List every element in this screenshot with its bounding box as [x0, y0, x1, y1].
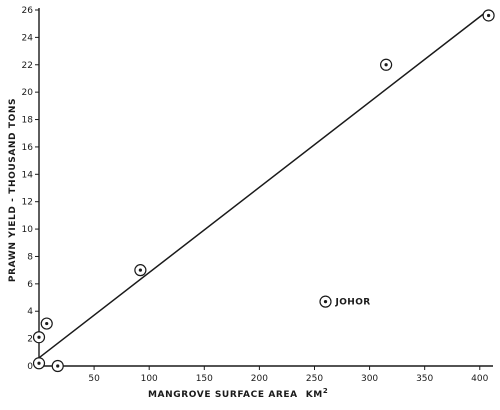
y-tick-label: 2: [27, 335, 33, 345]
data-point: [482, 9, 495, 22]
y-tick-label: 14: [22, 170, 34, 180]
regression-line-group: [38, 9, 490, 359]
data-point-dot: [56, 364, 60, 368]
x-tick-label: 200: [251, 374, 268, 384]
data-point: [51, 359, 64, 373]
data-point: [319, 295, 332, 308]
x-axis-title-text: MANGROVE SURFACE AREA: [148, 390, 298, 400]
y-tick-label: 0: [27, 362, 33, 372]
data-point-dot: [486, 13, 491, 18]
axes: [38, 8, 493, 367]
x-tick-label: 150: [196, 374, 213, 384]
y-axis-title: PRAWN YIELD - THOUSAND TONS: [8, 98, 18, 282]
regression-line: [38, 9, 490, 359]
data-point-dot: [37, 361, 41, 365]
data-point: [134, 264, 147, 277]
y-tick-label: 24: [22, 33, 34, 43]
x-axis-unit: KM: [306, 390, 323, 400]
x-tick-label: 300: [361, 374, 378, 384]
data-point-dot: [323, 300, 328, 304]
y-tick-label: 6: [27, 280, 33, 290]
x-tick-label: 400: [471, 374, 488, 384]
y-tick-label: 10: [22, 225, 34, 235]
annotations: JOHOR: [335, 298, 371, 308]
x-axis-title: MANGROVE SURFACE AREA KM2: [148, 387, 328, 400]
data-point: [32, 357, 46, 370]
x-tick-label: 350: [416, 374, 433, 384]
axis-titles: PRAWN YIELD - THOUSAND TONS MANGROVE SUR…: [8, 98, 328, 400]
y-tick-label: 22: [22, 61, 33, 71]
y-tick-label: 18: [22, 116, 34, 126]
y-tick-label: 8: [27, 252, 33, 262]
x-tick-label: 250: [306, 374, 323, 384]
data-point-dot: [384, 63, 388, 67]
y-tick-label: 20: [22, 88, 34, 98]
y-tick-label: 4: [27, 307, 33, 317]
y-tick-label: 12: [22, 198, 33, 208]
y-tick-label: 16: [22, 143, 34, 153]
data-point-dot: [37, 335, 41, 339]
x-tick-label: 100: [141, 374, 158, 384]
x-axis-unit-superscript: 2: [323, 387, 328, 395]
data-point: [40, 317, 53, 330]
data-points: [32, 9, 495, 373]
data-point: [380, 58, 393, 71]
x-tick-label: 50: [88, 374, 100, 384]
data-point: [32, 331, 46, 344]
data-point-dot: [45, 321, 49, 326]
data-point-dot: [138, 268, 142, 272]
y-tick-label: 26: [22, 6, 34, 16]
annotation-label: JOHOR: [335, 298, 371, 308]
